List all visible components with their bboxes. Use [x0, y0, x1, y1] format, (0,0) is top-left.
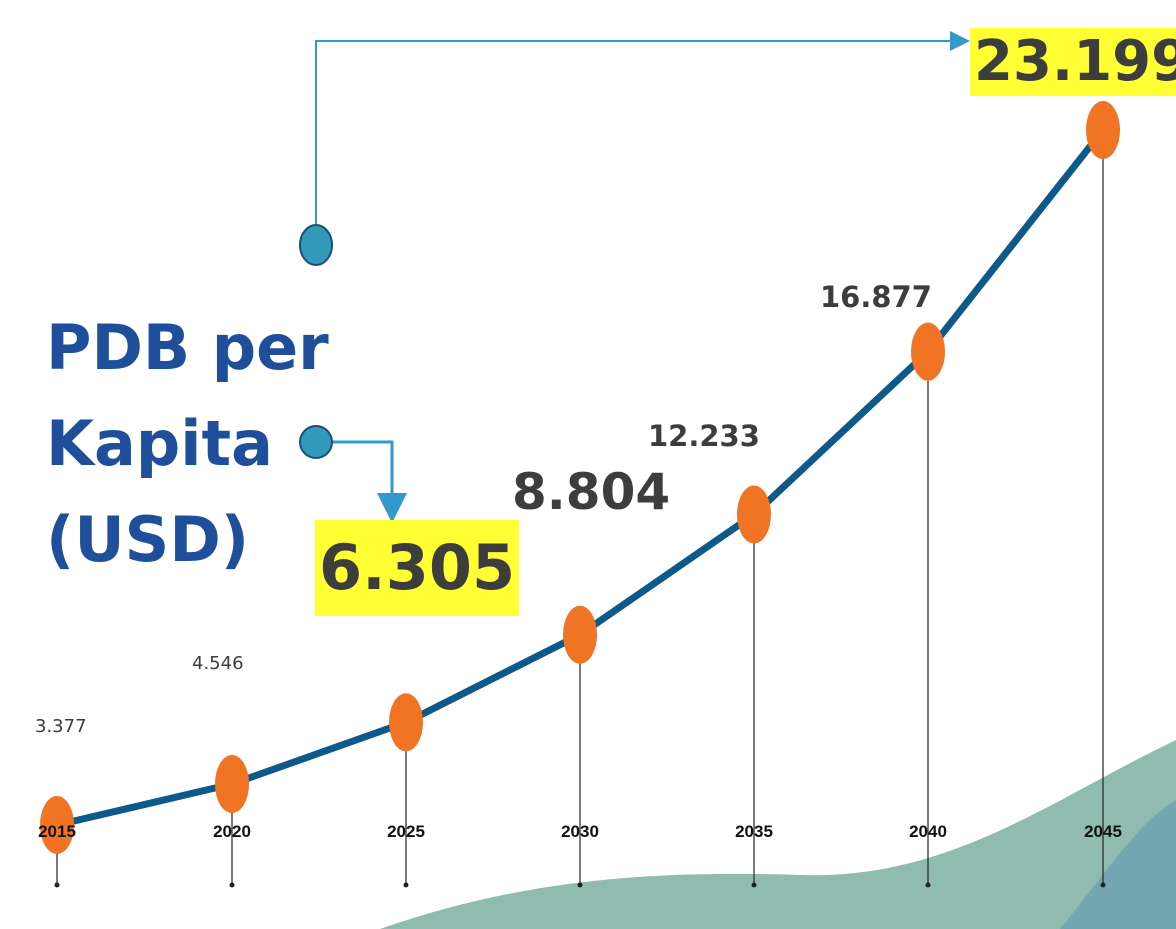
value-label: 4.546 — [192, 655, 244, 673]
point — [389, 693, 423, 751]
base-dot — [1101, 883, 1106, 888]
title: PDB per Kapita (USD) — [46, 300, 356, 588]
value-label: 8.804 — [512, 467, 670, 517]
point — [1086, 101, 1120, 159]
connector-dot — [300, 225, 332, 265]
base-dot — [55, 883, 60, 888]
x-tick-label: 2015 — [17, 822, 97, 842]
base-dot — [230, 883, 235, 888]
value-label: 3.377 — [35, 718, 87, 736]
value-label: 23.199 — [970, 28, 1176, 96]
base-dot — [752, 883, 757, 888]
connector — [316, 41, 966, 225]
base-dot — [404, 883, 409, 888]
point — [215, 755, 249, 813]
value-label: 6.305 — [315, 520, 519, 616]
point — [911, 323, 945, 381]
value-label: 12.233 — [648, 422, 760, 451]
x-tick-label: 2030 — [540, 822, 620, 842]
x-tick-label: 2045 — [1063, 822, 1143, 842]
x-tick-label: 2035 — [714, 822, 794, 842]
x-tick-label: 2040 — [888, 822, 968, 842]
infographic: PDB per Kapita (USD) 3.377 4.546 6.3058.80… — [0, 0, 1176, 929]
point — [737, 485, 771, 543]
x-tick-label: 2020 — [192, 822, 272, 842]
base-dot — [578, 883, 583, 888]
x-tick-label: 2025 — [366, 822, 446, 842]
value-label: 16.877 — [820, 283, 932, 312]
base-dot — [926, 883, 931, 888]
point — [563, 606, 597, 664]
